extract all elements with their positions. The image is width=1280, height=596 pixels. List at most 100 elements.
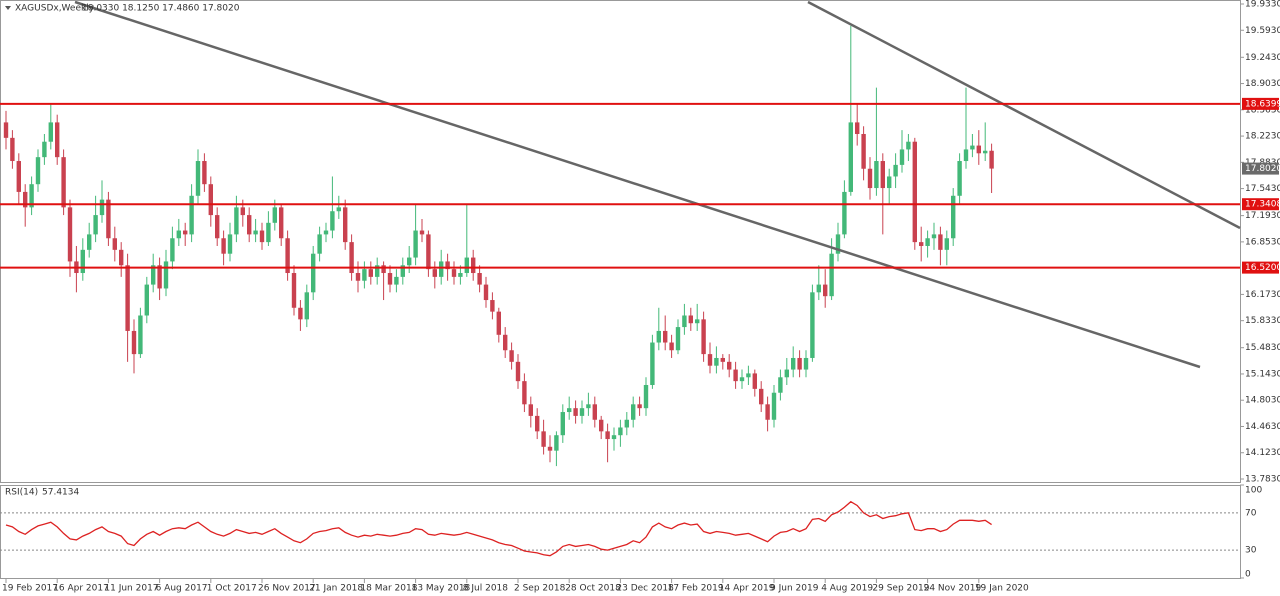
x-tick-label: 29 Sep 2019 — [872, 584, 929, 594]
x-tick-label: 19 Feb 2017 — [2, 584, 58, 594]
candle-body — [119, 249, 124, 266]
candle-body — [816, 284, 821, 293]
y-tick-label: 15.1430 — [1245, 369, 1280, 379]
y-tick-label: 14.4630 — [1245, 422, 1280, 432]
candle-body — [336, 207, 341, 212]
rsi-tick-label: 0 — [1245, 570, 1251, 580]
candle-body — [707, 354, 713, 366]
candle-body — [464, 257, 469, 274]
menu-arrow — [5, 6, 11, 10]
candle-body — [554, 435, 559, 451]
candle-body — [253, 230, 258, 235]
y-tick-label: 19.2430 — [1245, 53, 1280, 63]
candle-body — [592, 404, 597, 420]
candle-body — [343, 207, 348, 243]
x-tick-label: 4 Aug 2019 — [821, 584, 873, 594]
candle-body — [567, 408, 572, 413]
candle-body — [509, 350, 514, 362]
candle-body — [387, 273, 393, 285]
candle-body — [279, 207, 284, 239]
candle-body — [541, 431, 546, 447]
candle-body — [586, 404, 591, 409]
candle-body — [752, 373, 757, 389]
candle-body — [899, 149, 905, 165]
candle-body — [202, 161, 207, 185]
marks — [3, 25, 994, 467]
candle-body — [759, 388, 764, 405]
candle-body — [861, 133, 866, 169]
x-tick-label: 16 Apr 2017 — [53, 584, 109, 594]
candle-body — [458, 273, 463, 277]
candle-body — [490, 300, 495, 312]
candle-body — [355, 273, 361, 281]
candle-body — [99, 199, 105, 216]
x-tick-label: 26 Nov 2017 — [258, 584, 316, 594]
level-label: 16.5200 — [1245, 263, 1280, 273]
candle-body — [611, 435, 617, 440]
candle-body — [970, 145, 975, 150]
candle-body — [323, 230, 329, 235]
candle-body — [48, 122, 53, 142]
candle-body — [208, 184, 213, 216]
candle-body — [87, 234, 92, 250]
x-tick-label: 14 Apr 2019 — [719, 584, 775, 594]
rsi-tick-label: 30 — [1245, 546, 1257, 556]
candle-body — [874, 161, 879, 189]
candle-body — [701, 319, 706, 355]
candle-body — [528, 404, 533, 416]
candle-body — [893, 164, 898, 177]
x-tick-label: 8 Jul 2018 — [463, 584, 508, 594]
y-tick-label: 15.4830 — [1245, 343, 1280, 353]
candle-body — [221, 238, 226, 254]
candle-body — [131, 330, 137, 355]
y-tick-label: 17.1930 — [1245, 211, 1280, 221]
candle-body — [810, 292, 815, 358]
candle-body — [848, 122, 853, 192]
candle-body — [368, 269, 373, 277]
candle-body — [983, 150, 988, 154]
candle-body — [317, 234, 322, 254]
rsi-line — [5, 500, 992, 557]
candle-body — [771, 392, 777, 420]
candle-body — [151, 265, 156, 285]
candle-body — [227, 234, 233, 254]
last-price-label: 17.8020 — [1245, 164, 1280, 174]
candle-body — [535, 415, 540, 432]
candle-body — [272, 207, 277, 223]
candle-body — [835, 234, 841, 254]
candle-body — [714, 357, 719, 366]
candle-body — [394, 276, 399, 285]
candle-body — [189, 195, 194, 235]
candle-body — [259, 230, 265, 243]
level-label: 17.3408 — [1245, 200, 1280, 210]
candle-body — [650, 342, 655, 386]
candle-body — [688, 315, 693, 324]
candle-body — [663, 330, 668, 343]
y-tick-label: 18.5630 — [1245, 105, 1280, 115]
candle-body — [93, 215, 98, 235]
candle-body — [919, 242, 924, 246]
chart-title: XAGUSDx,Weekly — [15, 4, 95, 14]
candle-body — [125, 265, 130, 331]
candle-body — [451, 269, 457, 277]
candle-body — [733, 369, 738, 382]
candle-body — [67, 207, 73, 262]
candle-body — [55, 122, 60, 158]
candle-body — [823, 284, 828, 297]
candle-body — [746, 373, 751, 378]
candle-body — [944, 238, 949, 250]
candle-body — [477, 273, 482, 285]
candle-body — [483, 284, 489, 301]
candle-body — [375, 265, 380, 277]
candle-body — [298, 307, 303, 320]
candle-body — [176, 230, 181, 239]
candle-body — [240, 207, 245, 216]
candle-body — [624, 419, 629, 428]
x-tick-label: 21 Jan 2018 — [309, 584, 363, 594]
candle-body — [989, 150, 994, 169]
candle-body — [669, 342, 674, 351]
y-tick-label: 15.8330 — [1245, 316, 1280, 326]
candle-body — [157, 265, 162, 289]
candle-body — [503, 334, 508, 351]
